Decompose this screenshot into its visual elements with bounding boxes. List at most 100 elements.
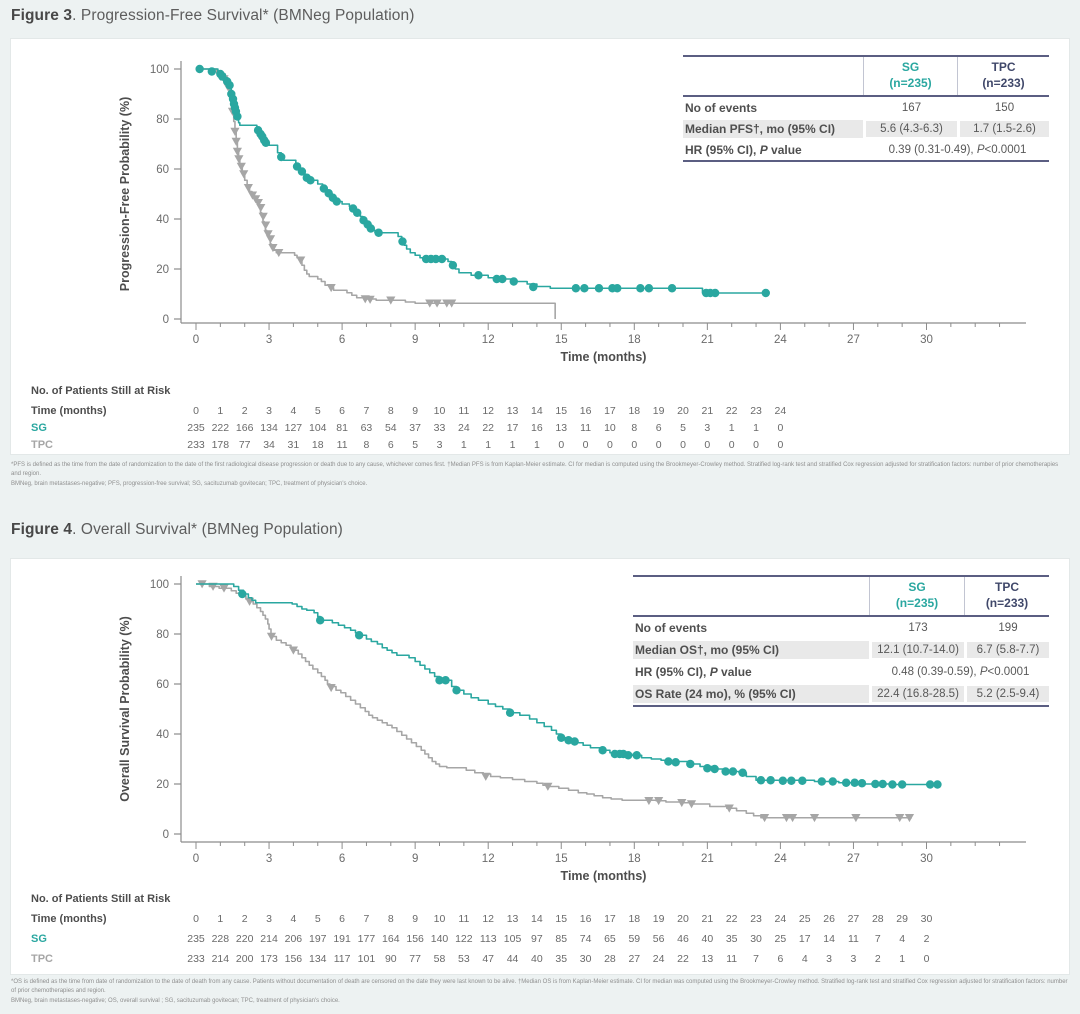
censor-mark-sg (315, 616, 325, 625)
at-risk-value-sg: 54 (384, 422, 397, 434)
at-risk-time-value: 14 (531, 405, 543, 417)
at-risk-time-value: 16 (579, 405, 592, 417)
censor-mark-sg (933, 780, 942, 789)
at-risk-time-value: 6 (339, 405, 346, 417)
at-risk-value-sg: 33 (433, 422, 446, 434)
censor-mark-tpc (851, 813, 861, 823)
censor-mark-tpc (425, 299, 435, 308)
y-tick-label: 0 (163, 829, 169, 841)
at-risk-value-sg: 56 (652, 933, 665, 945)
at-risk-value-sg: 24 (458, 422, 470, 434)
censor-mark-sg (636, 284, 645, 293)
at-risk-value-tpc: 0 (655, 439, 662, 451)
stats-row-value-tpc: 150 (994, 101, 1015, 114)
censor-mark-sg (721, 767, 730, 776)
at-risk-time-value: 21 (701, 405, 714, 417)
censor-mark-sg (766, 776, 775, 785)
at-risk-time-value: 4 (290, 913, 297, 925)
at-risk-value-tpc: 0 (631, 439, 638, 451)
at-risk-time-value: 17 (604, 913, 616, 925)
stats-table-row: No of events 173 199 (633, 617, 1049, 639)
at-risk-time-value: 20 (677, 913, 689, 925)
censor-mark-tpc (326, 683, 336, 693)
at-risk-value-tpc: 40 (531, 953, 543, 965)
stats-row-value-span: 0.39 (0.31-0.49), P<0.0001 (888, 143, 1027, 156)
censor-mark-sg (664, 757, 673, 766)
at-risk-value-tpc: 6 (777, 953, 784, 965)
at-risk-time-value: 10 (433, 913, 446, 925)
x-tick-label: 3 (266, 853, 272, 865)
at-risk-value-sg: 11 (847, 933, 859, 945)
censor-mark-tpc (230, 127, 240, 136)
at-risk-value-tpc: 2 (874, 953, 881, 965)
at-risk-value-tpc: 58 (433, 953, 446, 965)
at-risk-time-label: Time (months) (31, 913, 107, 925)
stats-table-header: SG (n=235) TPC (n=233) (633, 577, 1049, 618)
censor-mark-sg (632, 751, 641, 760)
censor-mark-sg (435, 676, 444, 685)
at-risk-value-sg: 85 (555, 933, 568, 945)
censor-mark-sg (571, 284, 581, 293)
censor-mark-tpc (895, 813, 905, 823)
x-tick-label: 0 (193, 334, 199, 346)
y-axis-title: Overall Survival Probability (%) (118, 616, 132, 801)
censor-mark-sg (897, 780, 907, 789)
at-risk-value-tpc: 173 (260, 953, 278, 965)
at-risk-value-tpc: 30 (579, 953, 592, 965)
figure4-title: Figure 4. Overall Survival* (BMNeg Popul… (11, 521, 343, 539)
figure3-footnote: *PFS is defined as the time from the dat… (11, 461, 1069, 489)
figure3-panel: 0 20 40 60 80 100 0 3 6 9 12 15 18 21 24 27 30 Time (mont… (10, 38, 1070, 455)
at-risk-value-sg: 235 (187, 422, 205, 434)
y-tick-label: 60 (156, 679, 169, 691)
censor-mark-tpc (261, 221, 271, 230)
at-risk-time-value: 2 (241, 913, 248, 925)
at-risk-time-value: 20 (677, 405, 689, 417)
at-risk-value-tpc: 0 (558, 439, 565, 451)
at-risk-value-sg: 35 (725, 933, 738, 945)
figure4-stats-table: SG (n=235) TPC (n=233) No of events 173 199 Med… (633, 575, 1049, 708)
censor-mark-tpc (258, 212, 268, 221)
at-risk-time-value: 19 (652, 405, 665, 417)
censor-mark-tpc (253, 198, 263, 208)
stats-header-sg: SG (n=235) (869, 577, 964, 616)
stats-row-label: HR (95% CI), P value (685, 142, 802, 157)
censor-mark-sg (557, 733, 566, 742)
censor-mark-sg (306, 176, 315, 185)
at-risk-time-value: 19 (652, 913, 665, 925)
at-risk-value-tpc: 77 (238, 439, 251, 451)
stats-header-tpc: TPC (n=233) (964, 577, 1049, 616)
at-risk-value-tpc: 117 (333, 953, 351, 965)
censor-mark-sg (738, 768, 747, 777)
y-axis-title: Progression-Free Probability (%) (118, 97, 132, 291)
x-tick-label: 27 (847, 334, 860, 346)
x-axis-title: Time (months) (561, 350, 647, 364)
at-risk-time-value: 1 (217, 913, 224, 925)
stats-row-label: Median OS†, mo (95% CI) (633, 641, 869, 660)
stats-row-value-span: 0.48 (0.39-0.59), P<0.0001 (891, 666, 1030, 679)
x-tick-label: 9 (412, 334, 418, 346)
stats-row-label: Median PFS†, mo (95% CI) (683, 119, 863, 138)
y-tick-label: 40 (156, 729, 169, 741)
y-tick-label: 0 (163, 314, 169, 326)
censor-mark-sg (441, 676, 450, 685)
at-risk-value-sg: 164 (382, 933, 400, 945)
at-risk-time-value: 23 (750, 405, 762, 417)
at-risk-value-tpc: 233 (187, 953, 205, 965)
at-risk-value-tpc: 28 (604, 953, 616, 965)
censor-mark-sg (798, 776, 807, 785)
at-risk-value-sg: 134 (260, 422, 278, 434)
at-risk-value-sg: 113 (479, 933, 497, 945)
censor-mark-sg (207, 67, 217, 76)
at-risk-time-value: 15 (555, 405, 568, 417)
at-risk-time-value: 15 (555, 913, 568, 925)
censor-mark-sg (624, 751, 633, 760)
at-risk-value-sg: 30 (750, 933, 762, 945)
at-risk-value-sg: 1 (753, 422, 759, 434)
figure3-at-risk-table: No. of Patients Still at Risk Time (month… (11, 39, 1069, 454)
at-risk-time-value: 21 (701, 913, 714, 925)
figure4-footnote-line1: *OS is defined as the time from date of … (11, 979, 1068, 995)
censor-mark-tpc (232, 147, 242, 156)
censor-mark-sg (728, 767, 738, 776)
censor-mark-sg (850, 778, 859, 787)
at-risk-time-value: 2 (241, 405, 248, 417)
